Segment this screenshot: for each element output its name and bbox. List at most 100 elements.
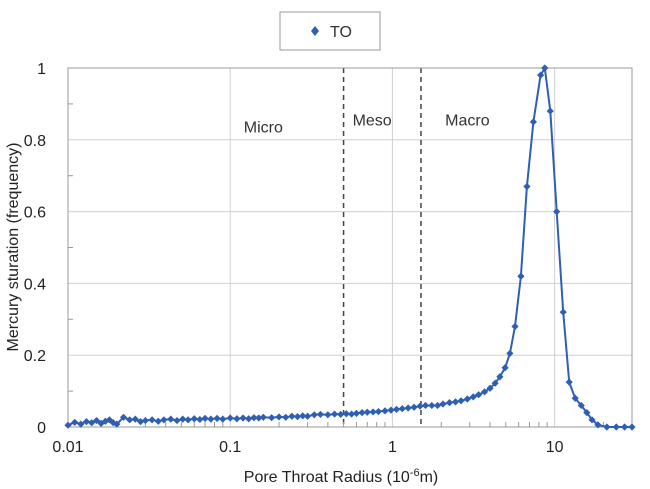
data-point <box>620 423 629 431</box>
data-point <box>398 405 406 413</box>
data-point <box>255 414 263 422</box>
data-point <box>571 394 579 402</box>
y-tick-label: 0.4 <box>24 276 46 293</box>
series-line <box>67 67 632 428</box>
data-point <box>213 414 221 422</box>
data-point <box>303 412 312 420</box>
legend: TO <box>279 11 381 51</box>
data-point <box>541 64 549 72</box>
data-point <box>559 308 567 316</box>
region-boundaries <box>342 68 422 427</box>
data-point <box>463 395 472 403</box>
data-point <box>347 410 356 418</box>
legend-diamond-icon <box>311 26 319 36</box>
data-point <box>369 408 377 416</box>
data-point <box>491 379 499 387</box>
series-to <box>64 64 636 431</box>
region-labels: Micro Meso Macro <box>244 112 490 136</box>
x-tick-label: 0.01 <box>52 439 83 456</box>
data-point <box>434 401 442 410</box>
data-point <box>612 423 620 431</box>
data-point <box>250 414 258 422</box>
x-tick-label: 1 <box>388 439 397 456</box>
data-point <box>64 421 72 429</box>
data-point <box>131 415 139 423</box>
data-point <box>275 413 283 421</box>
data-point <box>416 402 424 410</box>
data-point <box>226 414 234 422</box>
region-label-macro: Macro <box>445 112 490 129</box>
data-point <box>537 71 545 79</box>
data-point <box>233 415 241 423</box>
data-point <box>553 208 561 216</box>
legend-box <box>279 11 381 51</box>
data-point <box>101 417 109 425</box>
data-point <box>179 415 187 423</box>
data-point <box>517 272 525 280</box>
data-point <box>184 416 192 424</box>
data-point <box>167 415 175 423</box>
y-tick-label: 0.6 <box>24 205 46 222</box>
data-point <box>259 413 267 421</box>
data-point <box>529 118 537 126</box>
data-point <box>363 408 371 416</box>
data-point <box>173 416 181 425</box>
data-point <box>546 107 554 115</box>
data-point <box>245 415 253 423</box>
data-point <box>316 410 325 419</box>
data-point <box>469 393 477 401</box>
data-point <box>583 409 591 417</box>
y-tick-label: 0.8 <box>24 133 46 150</box>
data-point <box>404 404 412 412</box>
data-point <box>154 417 162 425</box>
data-point <box>374 407 383 416</box>
data-point <box>219 415 227 423</box>
data-point <box>501 364 509 372</box>
data-point <box>342 410 350 418</box>
data-point <box>410 403 418 411</box>
data-point <box>113 420 121 428</box>
data-point <box>201 414 209 422</box>
plot-frame <box>67 67 633 428</box>
data-point <box>109 419 117 427</box>
data-point <box>511 322 519 331</box>
data-point <box>82 418 91 426</box>
data-point <box>480 388 489 396</box>
data-point <box>207 415 215 423</box>
data-point <box>310 411 318 419</box>
data-point <box>352 409 361 417</box>
data-point <box>381 407 389 415</box>
data-point <box>475 391 483 399</box>
data-point <box>282 413 290 421</box>
data-point <box>486 384 494 392</box>
data-point <box>565 378 573 386</box>
x-tick-label: 0.1 <box>219 439 241 456</box>
data-point <box>588 416 596 424</box>
tick-labels: 0 0.2 0.4 0.6 0.8 1 0.01 0.1 1 10 <box>24 61 564 456</box>
y-tick-label: 0.2 <box>24 348 46 365</box>
data-point <box>337 410 345 419</box>
data-point <box>239 414 247 422</box>
data-point <box>445 398 454 407</box>
data-point <box>628 423 636 431</box>
data-point <box>71 418 79 426</box>
legend-label: TO <box>330 24 352 41</box>
data-point <box>288 412 296 420</box>
data-point <box>387 406 395 414</box>
data-point <box>97 419 105 428</box>
data-point <box>496 373 504 381</box>
data-point <box>506 349 514 358</box>
x-axis-title: Pore Throat Radius (10-6m) <box>244 467 438 486</box>
y-tick-label: 1 <box>37 61 46 78</box>
data-point <box>392 405 401 414</box>
data-point <box>119 413 128 421</box>
data-point <box>126 416 134 424</box>
data-point <box>136 418 145 426</box>
data-point <box>421 401 430 410</box>
data-point <box>160 416 168 424</box>
data-point <box>428 401 436 410</box>
data-point <box>148 416 156 424</box>
plot-border <box>67 67 633 428</box>
data-point <box>141 416 149 425</box>
